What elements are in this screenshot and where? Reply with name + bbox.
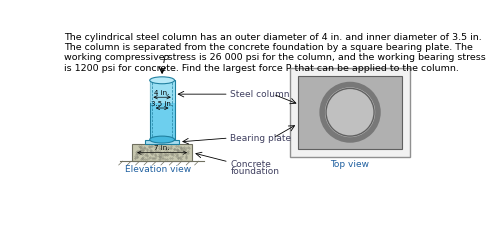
Bar [150, 80, 174, 103]
Text: Top view: Top view [330, 160, 370, 169]
Text: Bearing plate: Bearing plate [230, 134, 292, 143]
Text: Elevation view: Elevation view [125, 165, 191, 174]
Text: 7 in.: 7 in. [154, 145, 170, 151]
Circle shape [326, 88, 374, 136]
Text: working compressive stress is 26 000 psi for the column, and the working bearing: working compressive stress is 26 000 psi… [64, 53, 486, 62]
Bar [298, 76, 403, 149]
Bar [145, 140, 179, 144]
Text: 3.5 in.: 3.5 in. [151, 101, 173, 107]
Text: The column is separated from the concrete foundation by a square bearing plate. : The column is separated from the concret… [64, 43, 473, 52]
Bar [290, 68, 410, 156]
Ellipse shape [150, 77, 174, 84]
Text: The cylindrical steel column has an outer diameter of 4 in. and inner diameter o: The cylindrical steel column has an oute… [64, 33, 482, 42]
Text: 4 in.: 4 in. [155, 90, 170, 96]
Text: is 1200 psi for concrete. Find the largest force P that can be applied to the co: is 1200 psi for concrete. Find the large… [64, 64, 460, 73]
Bar [132, 144, 192, 161]
Ellipse shape [150, 136, 174, 143]
Bar [150, 80, 174, 140]
Text: foundation: foundation [230, 167, 279, 176]
Text: P: P [163, 55, 169, 65]
Text: Concrete: Concrete [230, 160, 271, 169]
Circle shape [322, 84, 378, 140]
Text: Steel column: Steel column [230, 90, 290, 99]
